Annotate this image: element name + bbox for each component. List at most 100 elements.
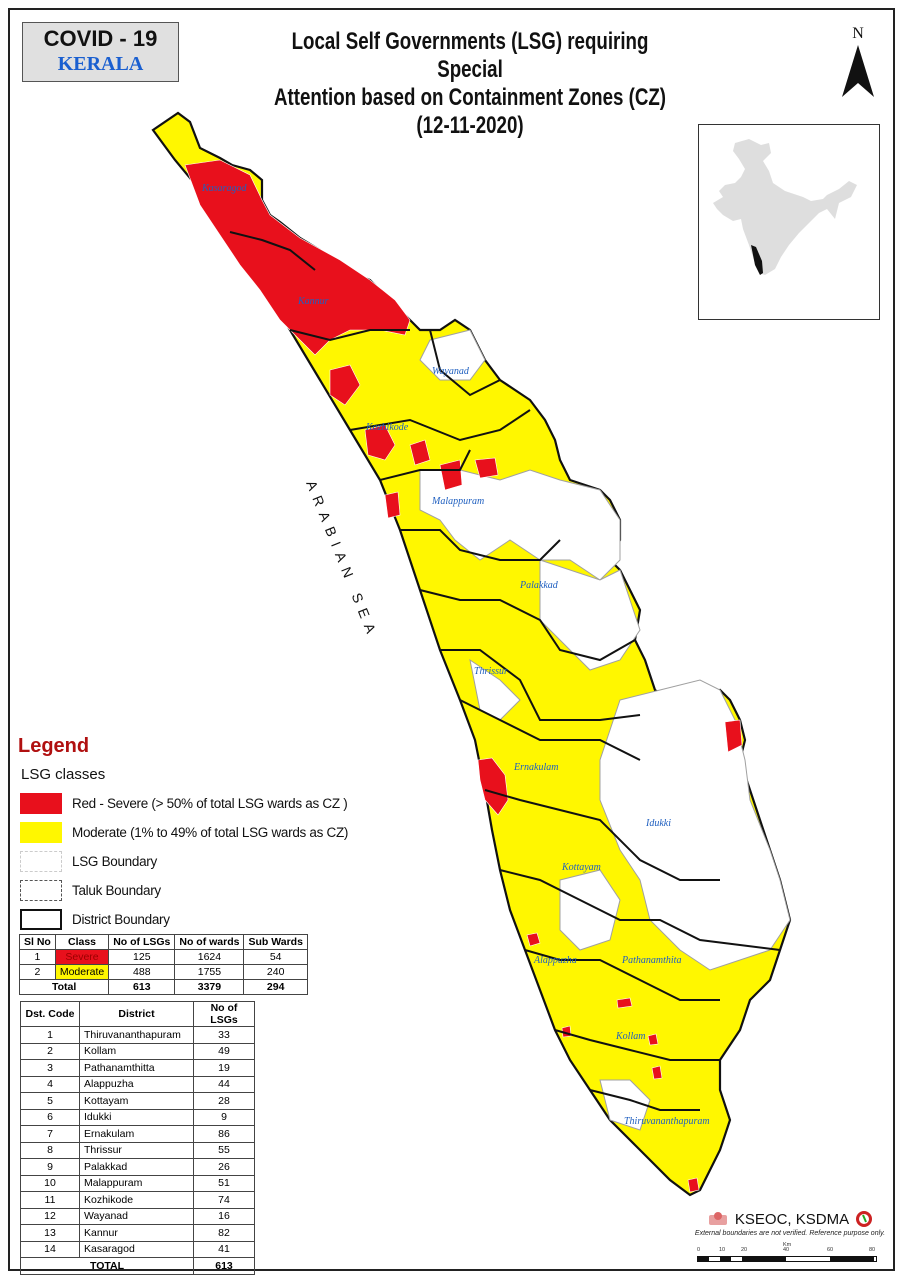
table-row: 5 Kottayam 28 [20,1092,255,1110]
cell: 2 [20,1042,80,1060]
cell: 9 [20,1158,80,1176]
table-row: 11 Kozhikode 74 [20,1191,255,1209]
north-arrow: N [838,25,878,104]
badge-covid-label: COVID - 19 [43,26,158,51]
cell: 11 [20,1191,80,1209]
legend-item-taluk-boundary: Taluk Boundary [18,876,348,905]
table-total-row: TOTAL 613 [20,1257,255,1275]
org-credit: KSEOC, KSDMA [690,1210,890,1228]
cell: 82 [193,1224,255,1242]
cell: Kozhikode [79,1191,194,1209]
table-header-row: Sl No Class No of LSGs No of wards Sub W… [19,934,308,950]
cell: 19 [193,1059,255,1077]
table-row: 9 Palakkad 26 [20,1158,255,1176]
cell: 4 [20,1075,80,1093]
table-row: 6 Idukki 9 [20,1108,255,1126]
title-line-1: Local Self Governments (LSG) requiring S… [291,28,649,83]
cell: 41 [193,1240,255,1258]
legend-label: District Boundary [72,912,170,927]
scale-ticks: 0 10 20 Km 40 60 80 [697,1242,877,1256]
cell: 613 [193,1257,255,1275]
class-cell-moderate: Moderate [54,964,110,980]
cell: Kollam [79,1042,194,1060]
table-row: 13 Kannur 82 [20,1224,255,1242]
scale-tick: 20 [741,1247,748,1253]
total-label: TOTAL [20,1257,194,1275]
legend-subtitle: LSG classes [21,766,106,783]
table-row: 10 Malappuram 51 [20,1174,255,1192]
org-name: KSEOC, KSDMA [734,1210,850,1228]
legend-item-severe: Red - Severe (> 50% of total LSG wards a… [18,789,348,818]
cell: 16 [193,1207,255,1225]
india-map-icon [713,139,857,275]
severe-lsg-regions [184,159,743,1193]
district-label-idukki: Idukki [646,818,671,829]
table-row: 2 Moderate 488 1755 240 [19,964,308,980]
scale-unit: Km [783,1242,792,1248]
district-label-kollam: Kollam [616,1031,646,1042]
cell: 3 [20,1059,80,1077]
district-lsg-table: Dst. Code District No of LSGs 1 Thiruvana… [20,1001,255,1275]
cell: Kasaragod [79,1240,194,1258]
cell: Palakkad [79,1158,194,1176]
table-row: 12 Wayanad 16 [20,1207,255,1225]
north-arrow-icon [842,45,874,97]
header-cell: Sl No [19,934,56,950]
cell: 5 [20,1092,80,1110]
table-row: 4 Alappuzha 44 [20,1075,255,1093]
scale-tick: 10 [719,1247,726,1253]
cell: Alappuzha [79,1075,194,1093]
unaffected-lsg-regions [419,329,791,1131]
cell: 12 [20,1207,80,1225]
cell: 3379 [174,979,245,995]
table-row: 1 Severe 125 1624 54 [19,949,308,965]
header-cell: Dst. Code [20,1001,80,1027]
kerala-emblem-icon [708,1212,727,1225]
map-frame [8,8,895,1271]
cell: Wayanad [79,1207,194,1225]
district-label-malappuram: Malappuram [432,496,485,507]
legend-label: Red - Severe (> 50% of total LSG wards a… [72,796,348,811]
map-title: Local Self Governments (LSG) requiring S… [259,28,680,140]
table-row: 7 Ernakulam 86 [20,1125,255,1143]
cell: 488 [108,964,176,980]
header-cell: No of LSGs [193,1001,255,1027]
cell: Malappuram [79,1174,194,1192]
cell: Pathanamthitta [79,1059,194,1077]
legend-item-moderate: Moderate (1% to 49% of total LSG wards a… [18,818,348,847]
india-locator-inset [698,124,880,320]
cell: 28 [193,1092,255,1110]
cell: 294 [243,979,308,995]
title-date: (12-11-2020) [416,112,524,139]
cell: 54 [243,949,308,965]
ksdma-logo-icon [856,1211,873,1227]
district-label-ernakulam: Ernakulam [514,762,559,773]
legend-item-district-boundary: District Boundary [18,905,348,934]
district-label-wayanad: Wayanad [432,366,469,377]
disclaimer-note: External boundaries are not verified. Re… [694,1230,886,1237]
district-label-pathanamthitta: Pathanamthita [622,955,682,966]
district-boundary-swatch [20,909,62,930]
cell: 49 [193,1042,255,1060]
cell: Thrissur [79,1141,194,1159]
cell: 6 [20,1108,80,1126]
taluk-boundary-swatch [20,880,62,901]
cell: 1 [19,949,56,965]
legend-label: Taluk Boundary [72,883,161,898]
district-label-kozhikode: Kozhikode [366,422,409,433]
severe-swatch [20,793,62,814]
scale-tick: 40 [783,1247,790,1253]
scale-tick: 60 [827,1247,834,1253]
map-footer: KSEOC, KSDMA External boundaries are not… [690,1210,890,1238]
header-cell: District [79,1001,194,1027]
cell: 613 [108,979,176,995]
cell: 10 [20,1174,80,1192]
district-label-kottayam: Kottayam [562,862,601,873]
lsg-boundary-swatch [20,851,62,872]
legend-label: Moderate (1% to 49% of total LSG wards a… [72,825,349,840]
class-summary-table: Sl No Class No of LSGs No of wards Sub W… [18,934,308,995]
header-cell: No of wards [174,934,245,950]
legend-item-lsg-boundary: LSG Boundary [18,847,348,876]
header-cell: Class [54,934,110,950]
cell: 1624 [174,949,245,965]
